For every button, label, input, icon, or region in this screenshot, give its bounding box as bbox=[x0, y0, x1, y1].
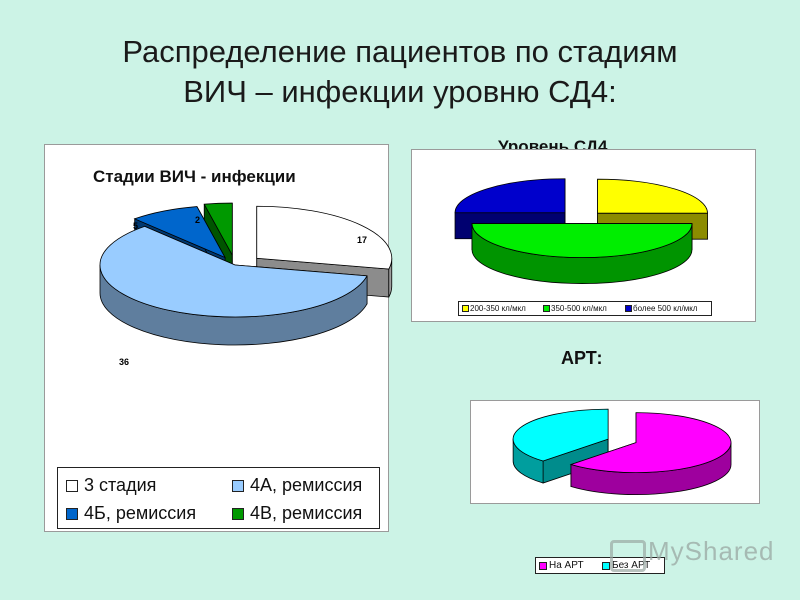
legend-item-without-art: Без АРТ bbox=[602, 558, 650, 573]
legend-swatch-cd4-200-350 bbox=[462, 305, 469, 312]
legend-item-stage-4a: 4А, ремиссия bbox=[232, 475, 362, 496]
legend-item-cd4-350-500: 350-500 кл/мкл bbox=[543, 302, 607, 315]
legend-item-cd4-200-350: 200-350 кл/мкл bbox=[462, 302, 526, 315]
chart-hiv-stages-title: Стадии ВИЧ - инфекции bbox=[93, 167, 296, 186]
legend-swatch-stage-3 bbox=[66, 480, 78, 492]
cd4-slice-1 bbox=[471, 223, 693, 284]
legend-item-on-art: На АРТ bbox=[539, 558, 584, 573]
hiv-stage-data-label-0: 17 bbox=[357, 235, 367, 245]
hiv-stage-data-label-3: 2 bbox=[195, 215, 200, 225]
chart-cd4-frame: 200-350 кл/мкл 350-500 кл/мкл более 500 … bbox=[411, 149, 756, 322]
legend-swatch-cd4-350-500 bbox=[543, 305, 550, 312]
chart-art-title: АРТ: bbox=[561, 348, 603, 368]
legend-item-stage-3: 3 стадия bbox=[66, 475, 156, 496]
hiv-stage-slice-1 bbox=[99, 225, 368, 346]
slide-title-line-2: ВИЧ – инфекции уровню СД4: bbox=[183, 74, 617, 109]
legend-swatch-stage-4a bbox=[232, 480, 244, 492]
legend-swatch-without-art bbox=[602, 562, 610, 570]
slide-title-line-1: Распределение пациентов по стадиям bbox=[122, 34, 678, 69]
chart-art bbox=[512, 408, 732, 496]
legend-swatch-stage-4b bbox=[66, 508, 78, 520]
legend-item-stage-4v: 4В, ремиссия bbox=[232, 503, 362, 524]
legend-item-stage-4b: 4Б, ремиссия bbox=[66, 503, 196, 524]
chart-cd4-legend: 200-350 кл/мкл 350-500 кл/мкл более 500 … bbox=[458, 301, 712, 316]
chart-hiv-stages: 17 36 5 2 bbox=[99, 202, 393, 367]
watermark-icon bbox=[610, 540, 646, 572]
hiv-stage-data-label-1: 36 bbox=[119, 357, 129, 367]
watermark-text: MyShared bbox=[648, 536, 775, 566]
chart-art-frame bbox=[470, 400, 760, 504]
chart-hiv-stages-frame: Стадии ВИЧ - инфекции 17 36 5 2 3 стадия 4А… bbox=[44, 144, 393, 532]
legend-swatch-on-art bbox=[539, 562, 547, 570]
legend-swatch-stage-4v bbox=[232, 508, 244, 520]
slide-title: Распределение пациентов по стадиям ВИЧ –… bbox=[0, 32, 800, 112]
chart-cd4 bbox=[454, 178, 708, 284]
art-slice-1 bbox=[512, 408, 609, 484]
legend-swatch-cd4-over-500 bbox=[625, 305, 632, 312]
hiv-stage-data-label-2: 5 bbox=[133, 221, 138, 231]
legend-item-cd4-over-500: более 500 кл/мкл bbox=[625, 302, 697, 315]
art-slice-0 bbox=[569, 412, 732, 496]
chart-hiv-stages-legend: 3 стадия 4А, ремиссия 4Б, ремиссия 4В, р… bbox=[57, 467, 380, 529]
